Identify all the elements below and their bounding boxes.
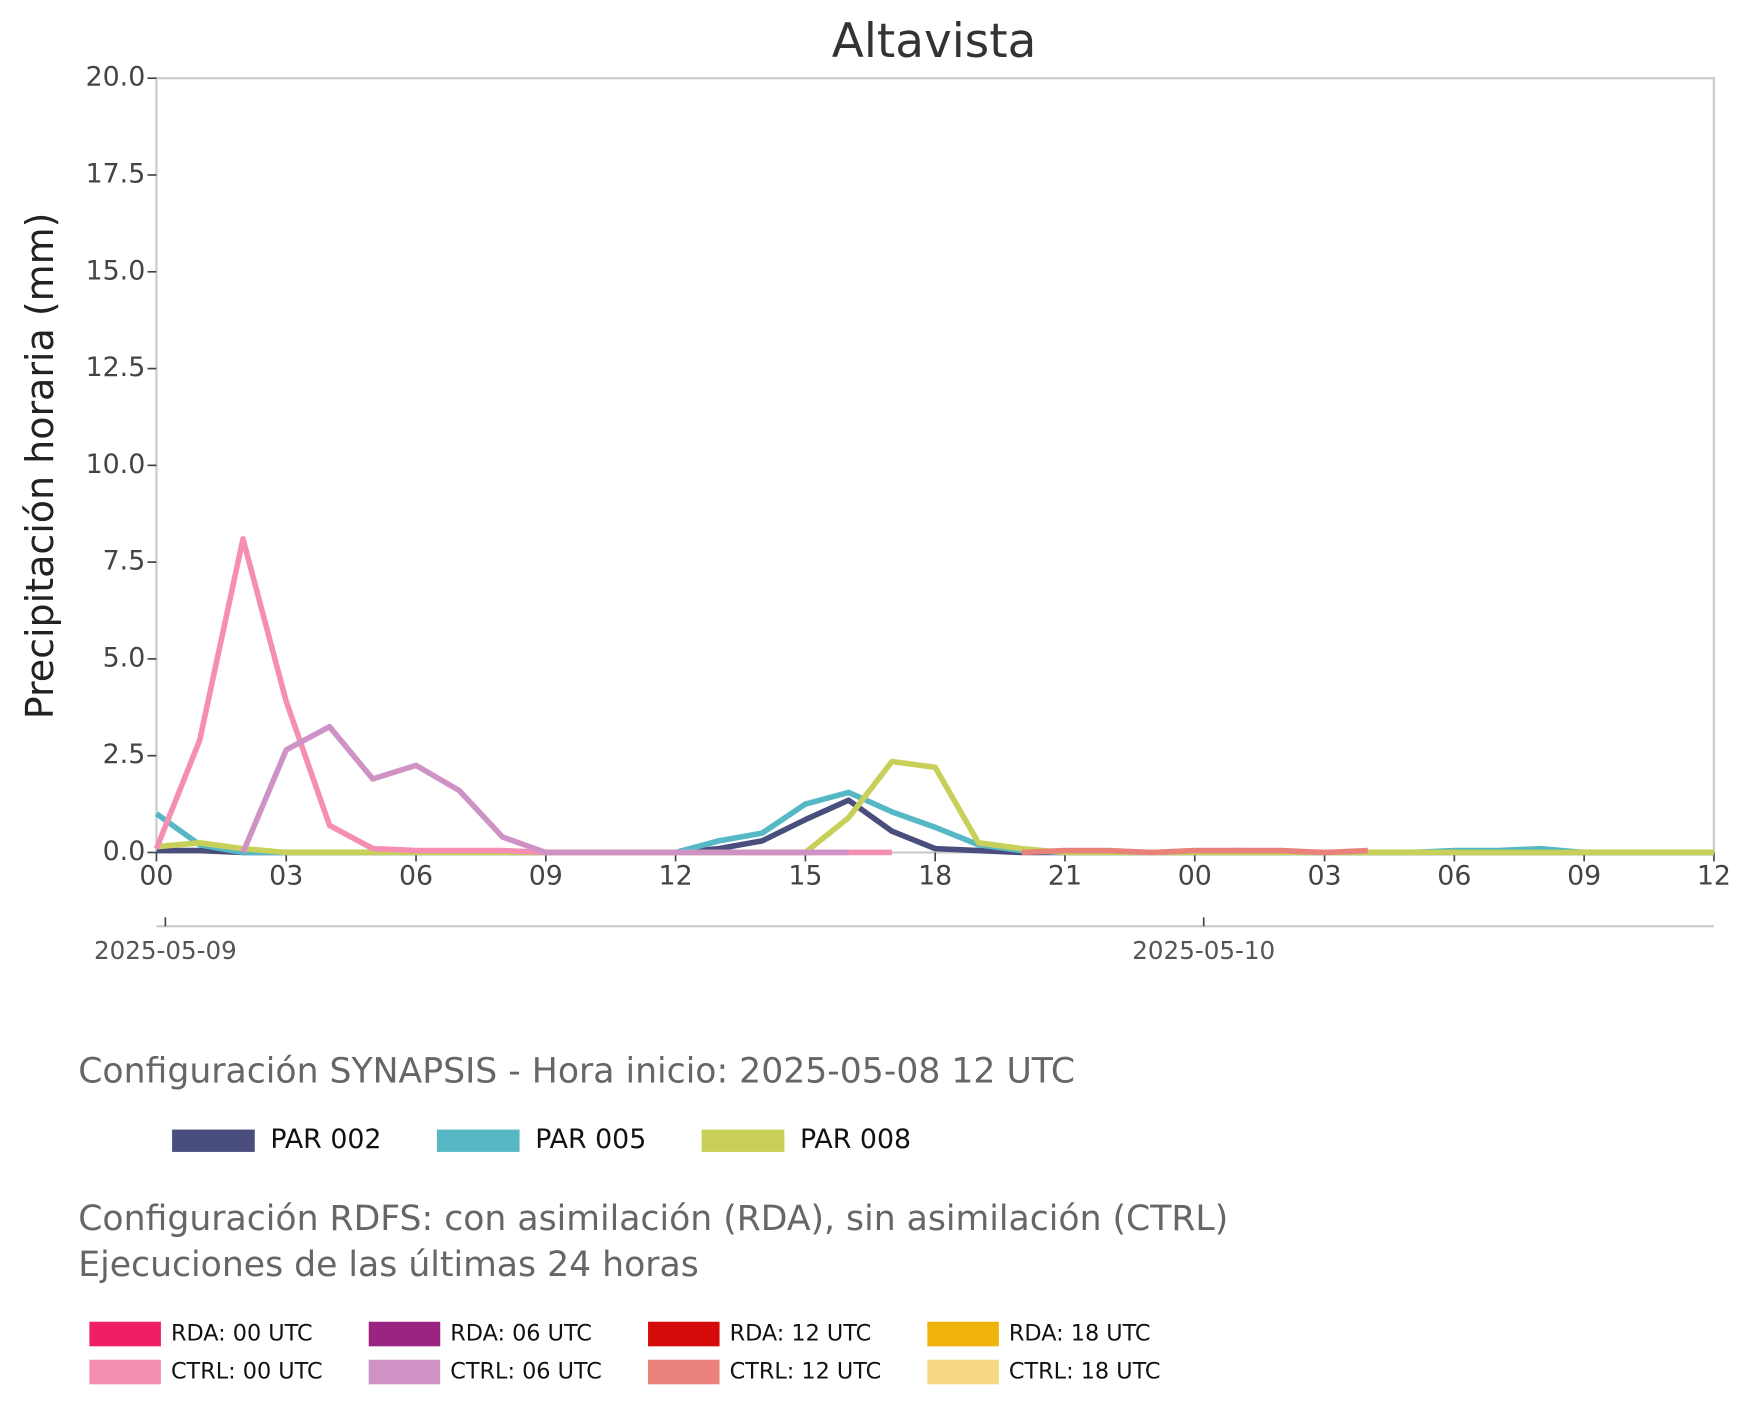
legend-swatch [436,1129,520,1152]
legend-label: RDA: 18 UTC [1009,1321,1151,1347]
series-line [1021,847,1368,856]
x-tick-label: 00 [1178,861,1212,892]
legend-swatch [648,1359,720,1385]
legend-label: RDA: 12 UTC [730,1321,872,1347]
legend-title: Configuración SYNAPSIS - Hora inicio: 20… [78,1052,1075,1092]
legend-label: CTRL: 00 UTC [171,1359,323,1385]
legend-label: PAR 008 [800,1124,911,1155]
date-tick-label: 2025-05-09 [94,936,237,965]
series-line [154,789,1714,856]
legend-swatch [701,1129,785,1152]
x-tick-label: 03 [1308,861,1342,892]
x-tick-label: 00 [139,861,173,892]
x-tick-label: 21 [1048,861,1082,892]
y-tick-label: 10.0 [86,449,146,480]
y-tick-label: 20.0 [86,62,146,93]
legend-label: CTRL: 18 UTC [1009,1359,1161,1385]
y-tick-label: 7.5 [103,546,146,577]
x-tick-label: 06 [399,861,433,892]
series-line [240,723,849,856]
legend-swatch [927,1359,999,1385]
y-tick-label: 17.5 [86,158,146,189]
legend-label: CTRL: 06 UTC [450,1359,602,1385]
x-tick-label: 18 [918,861,952,892]
legend-label: PAR 002 [270,1124,381,1155]
date-tick-label: 2025-05-10 [1132,936,1275,965]
x-tick-label: 15 [788,861,822,892]
x-tick-label: 06 [1437,861,1471,892]
plot-frame [155,77,1716,854]
chart-title: Altavista [832,14,1037,69]
legend-swatch [648,1321,720,1347]
x-tick-label: 09 [1567,861,1601,892]
x-tick-label: 09 [529,861,563,892]
legend-label: RDA: 00 UTC [171,1321,313,1347]
legend-label: CTRL: 12 UTC [730,1359,882,1385]
series-line [153,536,892,856]
legend-swatch [368,1359,441,1385]
x-tick-label: 03 [269,861,303,892]
legend-label: RDA: 06 UTC [450,1321,592,1347]
legend-swatch [89,1321,161,1347]
y-tick-label: 2.5 [103,739,146,770]
y-axis-label: Precipitación horaria (mm) [18,213,62,720]
legend-swatch [927,1321,999,1347]
legend-label: PAR 005 [535,1124,646,1155]
y-tick-label: 15.0 [86,255,146,286]
legend-swatch [89,1359,161,1385]
y-tick-label: 12.5 [86,352,146,383]
x-tick-label: 12 [659,861,693,892]
y-tick-label: 5.0 [103,642,146,673]
legend-title: Configuración RDFS: con asimilación (RDA… [78,1199,1228,1239]
legend-swatch [368,1321,441,1347]
legend-swatch [172,1129,255,1152]
legend-title: Ejecuciones de las últimas 24 horas [78,1245,699,1285]
y-tick-label: 0.0 [103,836,146,867]
x-tick-label: 12 [1697,861,1731,892]
